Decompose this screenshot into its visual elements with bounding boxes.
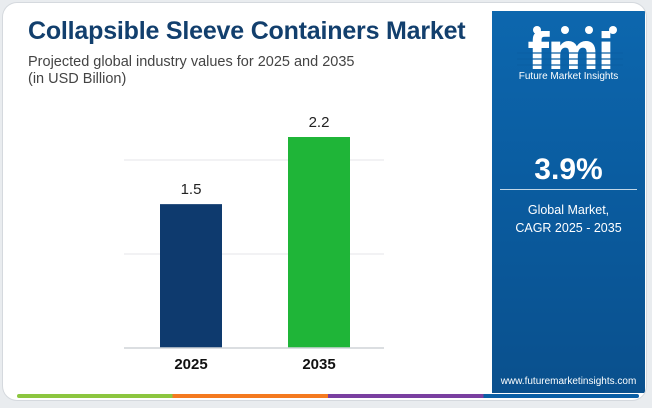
- subtitle-line-1: Projected global industry values for 202…: [28, 54, 355, 70]
- data-label-2025: 1.5: [181, 181, 202, 198]
- cagr-value: 3.9%: [534, 153, 603, 186]
- cagr-divider: [500, 189, 637, 190]
- infographic-card: Collapsible Sleeve Containers Market Pro…: [3, 3, 646, 400]
- bar-chart: 1.5 2025 2.2 2035: [124, 114, 384, 373]
- website-link[interactable]: www.futuremarketinsights.com: [500, 376, 637, 387]
- logo-text: Future Market Insights: [518, 71, 619, 82]
- chart-title: Collapsible Sleeve Containers Market: [28, 17, 466, 45]
- fmi-logo-icon: fmi: [517, 23, 623, 75]
- svg-text:fmi: fmi: [528, 23, 613, 75]
- bottom-color-bar: [17, 394, 639, 398]
- cagr-label: Global Market, CAGR 2025 - 2035: [492, 201, 645, 237]
- bar-2035: [288, 137, 350, 348]
- subtitle-line-2: (in USD Billion): [28, 71, 127, 87]
- data-label-2035: 2.2: [309, 114, 330, 131]
- cagr-panel: fmi Future Market Insights 3.9% Global M…: [492, 11, 645, 393]
- x-tick-2025: 2025: [174, 356, 207, 373]
- cagr-label-line-2: CAGR 2025 - 2035: [515, 221, 622, 235]
- chart-subtitle: Projected global industry values for 202…: [28, 54, 468, 88]
- x-tick-2035: 2035: [302, 356, 335, 373]
- bar-2025: [160, 204, 222, 348]
- cagr-label-line-1: Global Market,: [527, 203, 610, 217]
